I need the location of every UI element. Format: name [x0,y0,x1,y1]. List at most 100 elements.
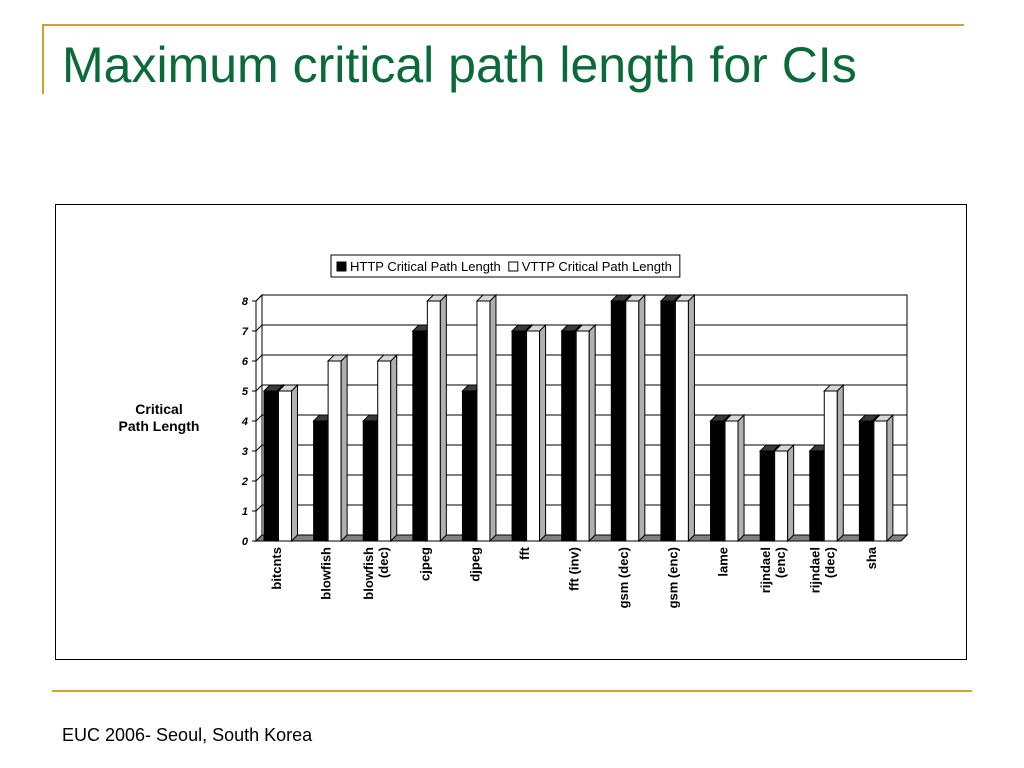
bar-front [327,360,342,542]
gridline-side [255,324,263,332]
gridline-side [255,474,263,482]
bar-top [709,414,731,422]
bar-front [278,390,292,542]
gridline-side [255,384,263,392]
bar-vttp-11 [823,383,845,543]
bar-vttp-6 [574,323,597,543]
bar-top [262,384,285,392]
bar-front [759,450,774,542]
bottom-accent-rule [52,690,972,692]
x-tick-label: rijndael(enc) [758,547,788,593]
bar-vttp-1 [326,353,349,543]
bar-front [313,420,328,542]
gridline-side [255,444,263,452]
bar-top [758,444,781,452]
x-tick-label-line: rijndael [758,547,773,593]
bar-chart: 0 1 2 3 4 5 6 7 8 Critical Path Length bitcnts blowf… [119,254,909,608]
chart-frame: 0 1 2 3 4 5 6 7 8 Critical Path Length bitcnts blowf… [55,204,967,660]
x-tick-label: blowfish [318,547,333,600]
y-tick-label: 6 [242,356,249,368]
bar-top [823,384,845,392]
slide-title: Maximum critical path length for CIs [62,37,857,93]
bar-front [362,420,377,542]
x-tick-label: cjpeg [418,547,433,581]
bar-vttp-3 [426,293,448,543]
x-tick-label-line: gsm (dec) [616,547,631,608]
bar-top [574,324,597,332]
bar-front [724,420,739,542]
y-axis-title-line: Path Length [119,418,200,434]
y-tick-label: 3 [242,446,248,458]
y-tick-label: 7 [242,326,249,338]
bar-side [291,383,298,543]
bar-top [525,324,547,332]
bar-side [787,443,795,543]
bar-vttp-12 [872,413,895,543]
bar-side [886,413,894,543]
bar-top [610,294,632,302]
gridline-side [255,294,263,302]
bar-front [674,300,689,542]
bar-vttp-9 [723,413,746,543]
legend-box [330,254,681,278]
bar-front [610,300,625,542]
bar-side [439,293,447,543]
gridline-side [255,414,263,422]
bar-vttp-5 [525,323,547,543]
bar-top [510,324,533,332]
x-tick-label-line: (enc) [773,547,788,578]
bar-front [526,330,541,542]
bar-vttp-2 [376,353,398,543]
bar-front [710,420,725,542]
x-tick-label-line: sha [864,546,879,569]
bar-top [376,354,398,362]
bar-side [737,413,745,543]
y-tick-label: 8 [242,296,249,308]
bar-vttp-4 [475,293,498,543]
bar-front [377,360,392,542]
legend-label-vttp: VTTP Critical Path Length [522,259,672,274]
legend-label-http: HTTP Critical Path Length [350,259,501,274]
bar-vttp-8 [674,293,696,543]
x-tick-label: lame [715,547,730,577]
left-accent-rule [42,24,44,94]
bar-front [858,420,873,542]
y-tick-label: 1 [242,506,248,518]
bar-side [489,293,497,543]
y-tick-label: 5 [242,386,249,398]
x-tick-label-line: blowfish [361,547,376,600]
legend: HTTP Critical Path Length VTTP Critical P… [330,254,681,278]
x-tick-label: fft (inv) [567,547,582,591]
bar-top [560,324,582,332]
bar-front [476,300,491,542]
bar-top [475,294,498,302]
gridline-side [255,354,263,362]
bar-vttp-7 [624,293,647,543]
x-tick-label: gsm (enc) [666,547,681,608]
bar-top [858,414,880,422]
x-tick-label: rijndael(dec) [808,547,838,593]
legend-swatch-http [336,261,347,272]
bar-front [561,330,576,542]
x-tick-label: gsm (dec) [616,547,631,608]
bar-front [412,330,427,542]
bar-top [326,354,349,362]
legend-swatch-vttp [508,261,519,272]
bar-front [774,450,789,542]
y-tick-label: 0 [242,536,249,548]
bar-side [539,323,547,543]
x-tick-label-line: fft (inv) [567,547,582,591]
y-axis-title: Critical Path Length [119,401,200,434]
bar-front [575,330,590,542]
top-accent-rule [42,24,964,26]
bar-front [625,300,640,542]
bar-vttp-10 [773,443,795,543]
bar-top [426,294,448,302]
bar-front [426,300,441,542]
bar-front [873,420,888,542]
bar-side [687,293,695,543]
x-tick-label-line: lame [715,547,730,577]
gridline-side [255,504,263,512]
x-tick-label: bitcnts [269,547,284,590]
x-tick-label-line: fft [517,546,532,560]
